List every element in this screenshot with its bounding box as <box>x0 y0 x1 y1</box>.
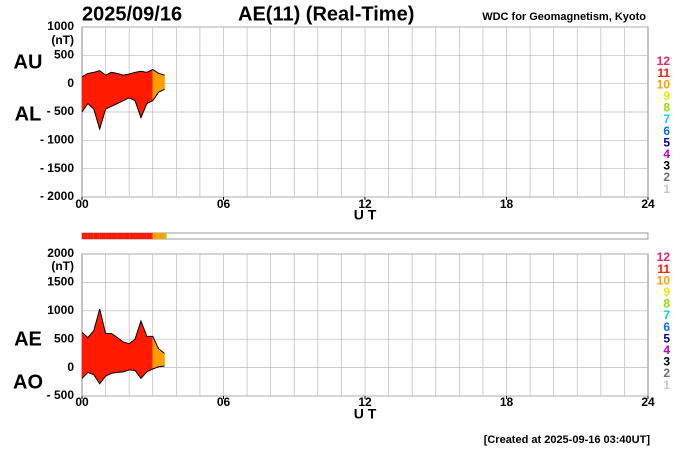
x-tick-label: 18 <box>500 395 514 409</box>
x-tick-label: 00 <box>75 197 89 211</box>
series-line <box>81 308 165 354</box>
station-fill <box>117 336 124 373</box>
legend-entry: 1 <box>663 182 670 196</box>
series-name: AL <box>15 103 42 125</box>
station-bar-frame <box>81 232 649 240</box>
unit-label: (nT) <box>51 259 74 273</box>
x-tick-label: 18 <box>500 197 514 211</box>
series-name: AU <box>14 51 43 73</box>
legend-entry: 12 <box>657 54 671 68</box>
station-fill <box>87 330 95 376</box>
series-name: AE <box>14 328 42 350</box>
x-axis-label: U T <box>354 406 377 422</box>
legend-entry: 4 <box>663 147 670 161</box>
station-fill <box>128 338 136 371</box>
created-note: [Created at 2025-09-16 03:40UT] <box>484 434 651 446</box>
station-bar <box>140 233 147 239</box>
y-tick-label: - 500 <box>47 104 75 118</box>
station-bar <box>146 233 153 239</box>
station-fill <box>111 72 118 107</box>
y-tick-label: 2000 <box>47 246 74 260</box>
legend-entry: 2 <box>663 170 670 184</box>
station-bar <box>117 233 124 239</box>
legend-entry: 3 <box>663 159 670 173</box>
legend-entry: 12 <box>657 250 671 264</box>
station-bar <box>129 233 136 239</box>
legend-entry: 9 <box>663 89 670 103</box>
x-tick-label: 12 <box>358 395 372 409</box>
x-tick-label: 00 <box>75 395 89 409</box>
legend-entry: 10 <box>657 273 671 287</box>
x-axis-label: U T <box>354 207 377 223</box>
series-line <box>81 88 165 131</box>
date: 2025/09/16 <box>82 3 182 25</box>
station-fill <box>128 72 136 102</box>
station-bar <box>152 233 159 239</box>
y-tick-label: - 500 <box>47 388 75 402</box>
station-bar <box>105 233 112 239</box>
legend-entry: 4 <box>663 343 670 357</box>
plot-title: AE(11) (Real-Time) <box>238 3 414 25</box>
station-fill <box>146 336 153 373</box>
station-bar <box>158 233 165 239</box>
legend-entry: 11 <box>657 66 670 80</box>
station-bar <box>99 233 106 239</box>
x-tick-label: 24 <box>641 197 655 211</box>
legend-entry: 11 <box>657 262 670 276</box>
legend-entry: 5 <box>663 135 670 149</box>
legend-entry: 5 <box>663 331 670 345</box>
unit-label: (nT) <box>51 33 74 47</box>
x-tick-label: 06 <box>217 395 231 409</box>
station-fill <box>81 73 89 113</box>
source: WDC for Geomagnetism, Kyoto <box>482 11 646 23</box>
y-tick-label: 1500 <box>47 275 74 289</box>
y-tick-label: - 1500 <box>40 161 74 175</box>
legend-entry: 10 <box>657 77 671 91</box>
station-fill <box>111 333 118 374</box>
legend-entry: 8 <box>663 297 670 311</box>
station-fill <box>123 73 130 102</box>
y-tick-label: 0 <box>67 360 74 374</box>
x-tick-label: 06 <box>217 197 231 211</box>
station-bar <box>82 233 88 239</box>
y-tick-label: - 1000 <box>40 133 74 147</box>
station-fill <box>105 333 112 377</box>
x-tick-label: 12 <box>358 197 372 211</box>
y-tick-label: 500 <box>54 331 74 345</box>
series-line <box>81 68 165 78</box>
legend-entry: 7 <box>663 112 670 126</box>
station-fill <box>134 70 142 118</box>
legend-entry: 7 <box>663 308 670 322</box>
station-fill <box>123 341 130 373</box>
y-tick-label: 1000 <box>47 19 74 33</box>
station-fill <box>81 331 89 380</box>
station-bar <box>87 233 94 239</box>
legend-entry: 1 <box>663 378 670 392</box>
station-fill <box>117 73 124 104</box>
legend-entry: 6 <box>663 320 670 334</box>
station-bar <box>93 233 100 239</box>
series-line <box>81 365 165 385</box>
station-fill <box>105 71 112 110</box>
x-tick-label: 24 <box>641 395 655 409</box>
station-fill <box>146 69 153 104</box>
y-tick-label: 0 <box>67 76 74 90</box>
legend-entry: 6 <box>663 124 670 138</box>
station-fill <box>152 336 159 370</box>
y-tick-label: 500 <box>54 48 74 62</box>
legend-entry: 8 <box>663 101 670 115</box>
station-fill <box>87 72 95 110</box>
series-name: AO <box>13 371 43 393</box>
station-bar <box>164 233 167 239</box>
y-tick-label: - 2000 <box>40 189 74 203</box>
station-bar <box>135 233 141 239</box>
station-bar <box>111 233 118 239</box>
legend-entry: 3 <box>663 355 670 369</box>
legend-entry: 2 <box>663 366 670 380</box>
station-bar <box>123 233 130 239</box>
legend-entry: 9 <box>663 285 670 299</box>
y-tick-label: 1000 <box>47 303 74 317</box>
